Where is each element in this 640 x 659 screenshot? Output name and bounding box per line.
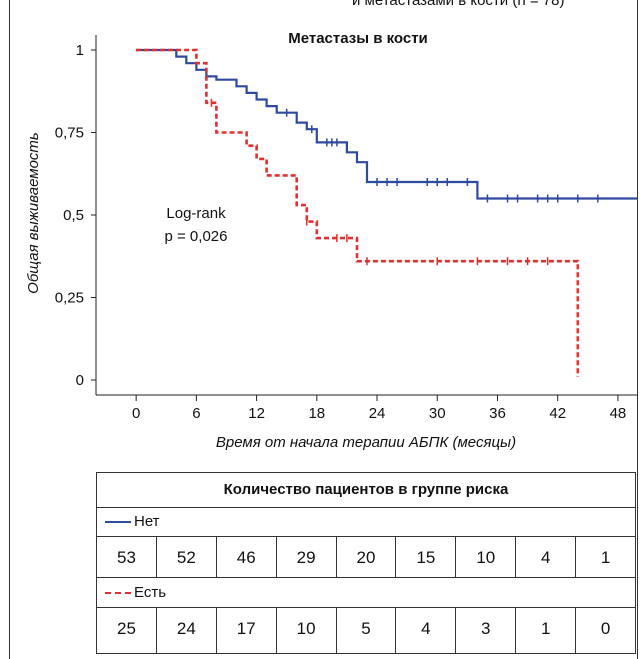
x-tick-label: 12 (248, 405, 265, 422)
y-ticks: 0 0,25 0,5 0,75 1 (55, 42, 96, 389)
y-tick-label: 0,75 (55, 125, 84, 142)
legend-swatch-net (105, 521, 131, 523)
y-tick-label: 0 (76, 372, 84, 389)
risk-cell-est: 4 (396, 608, 457, 653)
y-tick-label: 0,5 (63, 207, 84, 224)
series-layer (136, 48, 638, 377)
y-tick-label: 1 (76, 42, 84, 59)
x-tick-label: 42 (549, 405, 566, 422)
figure-frame (9, 0, 638, 659)
x-tick-label: 30 (429, 405, 446, 422)
risk-row-est: 25 24 17 10 5 4 3 1 0 (97, 608, 635, 653)
risk-cell-est: 17 (217, 608, 277, 653)
risk-cell-est: 10 (277, 608, 337, 653)
y-axis-label: Общая выживаемость (25, 132, 42, 294)
risk-cell-est: 1 (516, 608, 577, 653)
risk-legend-est: Есть (97, 578, 635, 608)
risk-row-net: 53 52 46 29 20 15 10 4 1 (97, 537, 635, 578)
x-tick-label: 18 (308, 405, 325, 422)
risk-cell-est: 0 (600, 619, 611, 638)
risk-table-title: Количество пациентов в группе риска (97, 473, 635, 508)
risk-cell-net: 52 (157, 537, 217, 577)
risk-cell-est: 5 (337, 608, 397, 653)
legend-swatch-est (105, 592, 131, 594)
x-tick-label: 0 (132, 405, 140, 422)
risk-table: Количество пациентов в группе риска Нет … (96, 472, 636, 654)
series-line-net (136, 48, 638, 200)
risk-cell-net: 10 (456, 537, 517, 577)
x-tick-label: 36 (489, 405, 506, 422)
risk-cell-net: 4 (516, 537, 577, 577)
x-axis-label: Время от начала терапии АБПК (месяцы) (216, 434, 516, 451)
chart-title: Метастазы в кости (288, 30, 428, 47)
logrank-label: Log-rank (166, 205, 226, 222)
risk-cell-est: 24 (157, 608, 217, 653)
header-fragment: и метастазами в кости (n = 78) (0, 0, 640, 8)
survival-chart: 0 0,25 0,5 0,75 1 0 6 12 18 24 30 36 42 48 Метастазы… (25, 30, 638, 451)
risk-cell-net: 46 (217, 537, 277, 577)
y-tick-label: 0,25 (55, 290, 84, 307)
risk-legend-net: Нет (97, 507, 635, 537)
p-value-label: p = 0,026 (165, 228, 228, 245)
risk-cell-net: 20 (337, 537, 397, 577)
x-tick-label: 24 (369, 405, 386, 422)
x-tick-label: 48 (610, 405, 627, 422)
legend-label-net: Нет (134, 513, 160, 530)
risk-cell-net: 53 (97, 537, 157, 577)
x-ticks: 0 6 12 18 24 30 36 42 48 (132, 395, 626, 422)
risk-cell-net: 29 (277, 537, 337, 577)
header-fragment-text: и метастазами в кости (n = 78) (352, 0, 564, 8)
legend-label-est: Есть (134, 584, 167, 601)
risk-cell-net: 1 (600, 548, 611, 567)
risk-cell-net: 15 (396, 537, 457, 577)
risk-cell-est: 25 (97, 608, 157, 653)
x-tick-label: 6 (192, 405, 200, 422)
risk-cell-est: 3 (456, 608, 517, 653)
